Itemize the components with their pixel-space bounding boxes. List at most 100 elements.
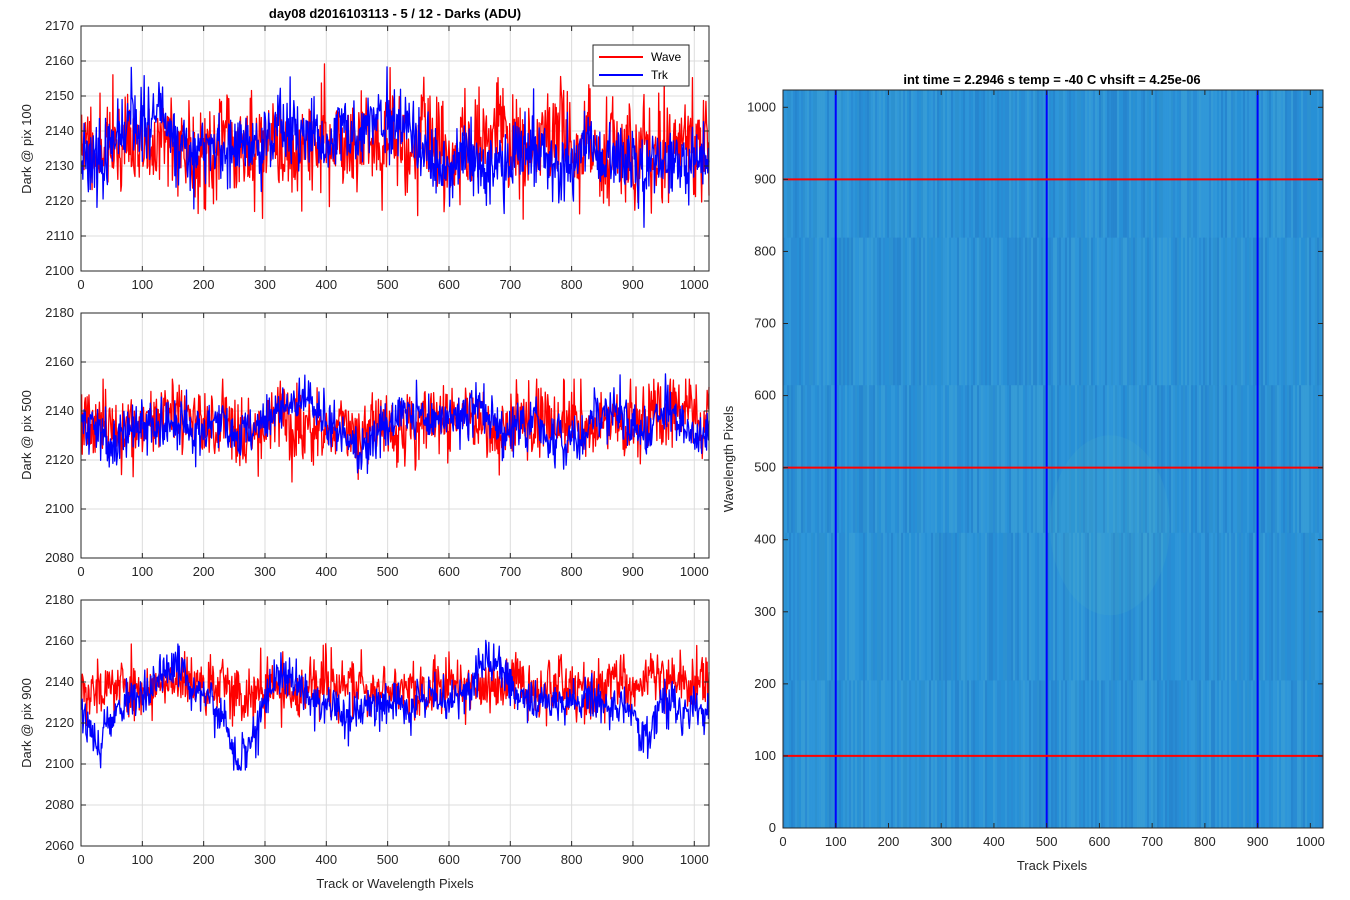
heatmap-cell — [1189, 680, 1192, 829]
heatmap-cell — [953, 237, 956, 386]
heatmap-cell — [989, 532, 992, 681]
heatmap-cell — [1221, 532, 1224, 681]
heatmap-cell — [1279, 385, 1282, 534]
heatmap-cell — [955, 90, 958, 238]
heatmap-cell — [1195, 90, 1198, 238]
heatmap-cell — [1207, 680, 1210, 829]
heatmap-cell — [953, 90, 956, 238]
heatmap-cell — [1269, 90, 1272, 238]
heatmap-cell — [1305, 90, 1308, 238]
heatmap-cell — [1115, 385, 1118, 534]
heatmap-cell — [1079, 237, 1082, 386]
heatmap-cell — [1231, 680, 1234, 829]
heatmap-cell — [1111, 385, 1114, 534]
heatmap-cell — [913, 237, 916, 386]
heatmap-cell — [981, 237, 984, 386]
heatmap-cell — [887, 90, 890, 238]
heatmap-cell — [955, 237, 958, 386]
heatmap-cell — [1311, 237, 1314, 386]
heatmap-cell — [843, 90, 846, 238]
heatmap-cell — [1163, 90, 1166, 238]
heatmap-cell — [1291, 90, 1294, 238]
heatmap-cell — [865, 532, 868, 681]
heatmap-cell — [1227, 385, 1230, 534]
heatmap-cell — [1307, 680, 1310, 829]
heatmap-cell — [921, 385, 924, 534]
heatmap-cell — [1273, 90, 1276, 238]
heatmap-cell — [1229, 385, 1232, 534]
heatmap-cell — [1161, 532, 1164, 681]
heatmap-cell — [1069, 90, 1072, 238]
heatmap-cell — [1313, 90, 1316, 238]
heatmap-cell — [1187, 90, 1190, 238]
heatmap-cell — [885, 385, 888, 534]
heatmap-cell — [1261, 90, 1264, 238]
heatmap-cell — [1107, 90, 1110, 238]
heatmap-cell — [983, 532, 986, 681]
heatmap-cell — [1047, 385, 1050, 534]
heatmap-cell — [1019, 385, 1022, 534]
heatmap-cell — [969, 237, 972, 386]
heatmap-cell — [881, 680, 884, 829]
heatmap-cell — [909, 237, 912, 386]
heatmap-cell — [855, 90, 858, 238]
heatmap-cell — [849, 385, 852, 534]
heatmap-cell — [793, 237, 796, 386]
heatmap-cell — [1295, 532, 1298, 681]
heatmap-cell — [1231, 237, 1234, 386]
heatmap-cell — [1283, 385, 1286, 534]
heatmap-cell — [823, 90, 826, 238]
heatmap-cell — [985, 90, 988, 238]
heatmap-cell — [1249, 385, 1252, 534]
heatmap-cell — [987, 532, 990, 681]
heatmap-cell — [965, 532, 968, 681]
heatmap-cell — [1311, 532, 1314, 681]
heatmap-cell — [1317, 90, 1320, 238]
heatmap-cell — [1287, 237, 1290, 386]
heatmap-cell — [1013, 90, 1016, 238]
heatmap-cell — [1193, 385, 1196, 534]
heatmap-cell — [1203, 385, 1206, 534]
heatmap-cell — [1177, 90, 1180, 238]
heatmap-cell — [1263, 237, 1266, 386]
heatmap-cell — [993, 90, 996, 238]
heatmap-cell — [867, 237, 870, 386]
heatmap-cell — [1017, 237, 1020, 386]
heatmap-cell — [1201, 385, 1204, 534]
heatmap-cell — [1237, 90, 1240, 238]
heatmap-cell — [1219, 532, 1222, 681]
heatmap-cell — [1021, 90, 1024, 238]
heatmap-cell — [863, 532, 866, 681]
heatmap-cell — [1221, 385, 1224, 534]
heatmap-cell — [985, 237, 988, 386]
heatmap-cell — [907, 237, 910, 386]
heatmap-cell — [1029, 237, 1032, 386]
heatmap-cell — [869, 532, 872, 681]
heatmap-cell — [1051, 532, 1054, 681]
heatmap-cell — [1051, 237, 1054, 386]
heatmap-cell — [893, 532, 896, 681]
heatmap-cell — [877, 237, 880, 386]
x-tick-label: 600 — [1089, 834, 1111, 849]
heatmap-cell — [1003, 237, 1006, 386]
heatmap-cell — [1059, 237, 1062, 386]
heatmap-cell — [815, 680, 818, 829]
heatmap-cell — [1305, 532, 1308, 681]
x-tick-label: 900 — [1247, 834, 1269, 849]
heatmap-cell — [793, 532, 796, 681]
heatmap-cell — [1297, 680, 1300, 829]
heatmap-cell — [1029, 385, 1032, 534]
heatmap-cell — [951, 680, 954, 829]
heatmap-cell — [1229, 680, 1232, 829]
heatmap-cell — [1051, 680, 1054, 829]
heatmap-cell — [1093, 237, 1096, 386]
heatmap-cell — [1309, 680, 1312, 829]
heatmap-cell — [1077, 680, 1080, 829]
heatmap-cell — [1139, 385, 1142, 534]
heatmap-cell — [869, 237, 872, 386]
heatmap-cell — [1147, 532, 1150, 681]
heatmap-cell — [1141, 385, 1144, 534]
heatmap-cell — [1181, 90, 1184, 238]
heatmap-cell — [905, 237, 908, 386]
heatmap-cell — [923, 90, 926, 238]
